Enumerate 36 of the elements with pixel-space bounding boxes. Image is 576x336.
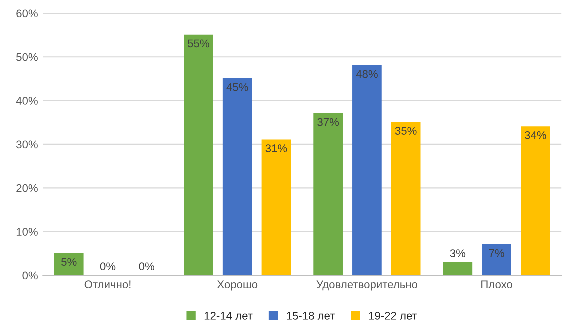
legend-label: 19-22 лет <box>369 312 418 320</box>
bar <box>521 126 550 276</box>
data-label: 48% <box>356 70 378 78</box>
data-label: 0% <box>100 262 116 271</box>
bar <box>482 244 512 276</box>
y-tick-label: 0% <box>22 272 38 280</box>
x-tick-label: Отлично! <box>84 280 131 289</box>
x-tick-label: Хорошо <box>217 280 258 291</box>
y-tick-label: 40% <box>16 97 38 105</box>
bar <box>222 78 252 276</box>
data-label: 37% <box>318 118 340 126</box>
x-tick-label: Плохо <box>482 280 512 289</box>
bar <box>54 253 84 276</box>
y-tick-label: 10% <box>16 228 38 236</box>
bar <box>443 262 473 276</box>
data-label: 3% <box>450 250 466 258</box>
y-tick-label: 30% <box>16 140 38 149</box>
bar <box>184 34 214 276</box>
x-tick-label: Удовлетворительно <box>316 280 418 291</box>
y-tick-label: 60% <box>16 10 38 18</box>
data-label: 55% <box>188 40 210 48</box>
bar <box>391 122 421 276</box>
legend-label: 15-18 лет <box>287 312 335 320</box>
y-tick-label: 50% <box>16 53 38 62</box>
data-label: 45% <box>226 83 248 92</box>
data-label: 34% <box>524 131 546 140</box>
data-label: 35% <box>395 127 417 135</box>
data-label: 0% <box>139 262 155 271</box>
data-label: 31% <box>266 144 288 152</box>
bar <box>352 65 382 276</box>
bar <box>262 140 292 276</box>
y-tick-label: 20% <box>16 184 38 192</box>
legend-label: 12-14 лет <box>204 312 253 320</box>
data-label: 7% <box>489 249 504 258</box>
data-label: 5% <box>62 258 77 266</box>
bar <box>314 113 343 276</box>
